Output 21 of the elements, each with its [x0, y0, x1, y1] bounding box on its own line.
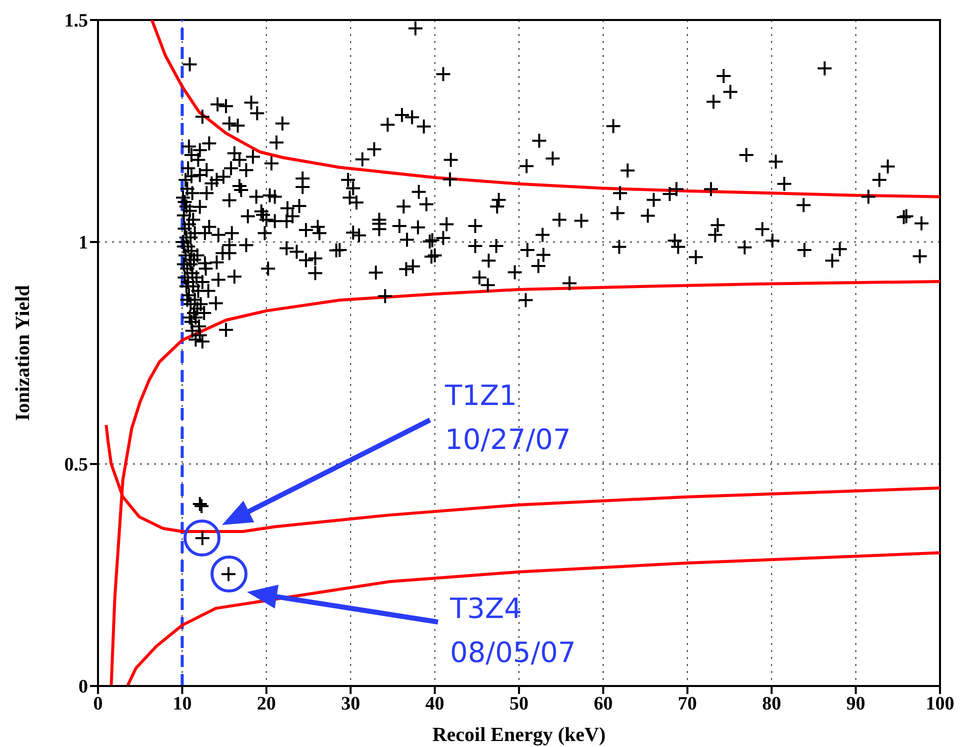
x-tick-label: 100: [926, 693, 954, 714]
annotation: T3Z4 08/05/07: [449, 592, 576, 669]
line-series: [126, 551, 940, 686]
line-series: [150, 20, 940, 198]
x-tick-label: 80: [762, 693, 782, 714]
x-tick-label: 0: [93, 693, 103, 714]
x-tick-label: 50: [510, 693, 528, 714]
x-tick-label: 20: [256, 693, 276, 714]
x-tick-label: 60: [594, 693, 613, 714]
x-tick-label: 40: [425, 693, 444, 714]
x-axis-title: Recoil Energy (keV): [432, 724, 606, 746]
y-tick-label: 1.5: [64, 10, 88, 32]
x-tick-label: 90: [846, 693, 866, 714]
y-tick-label: 0: [78, 676, 88, 698]
x-tick-label: 70: [678, 693, 697, 714]
x-tick-label: 10: [172, 693, 192, 714]
y-axis-title: Ionization Yield: [12, 285, 34, 421]
y-tick-label: 1: [78, 232, 88, 254]
x-tick-label: 30: [341, 693, 360, 714]
y-tick-label: 0.5: [64, 454, 88, 476]
annotation: T1Z1 10/27/07: [444, 379, 571, 456]
